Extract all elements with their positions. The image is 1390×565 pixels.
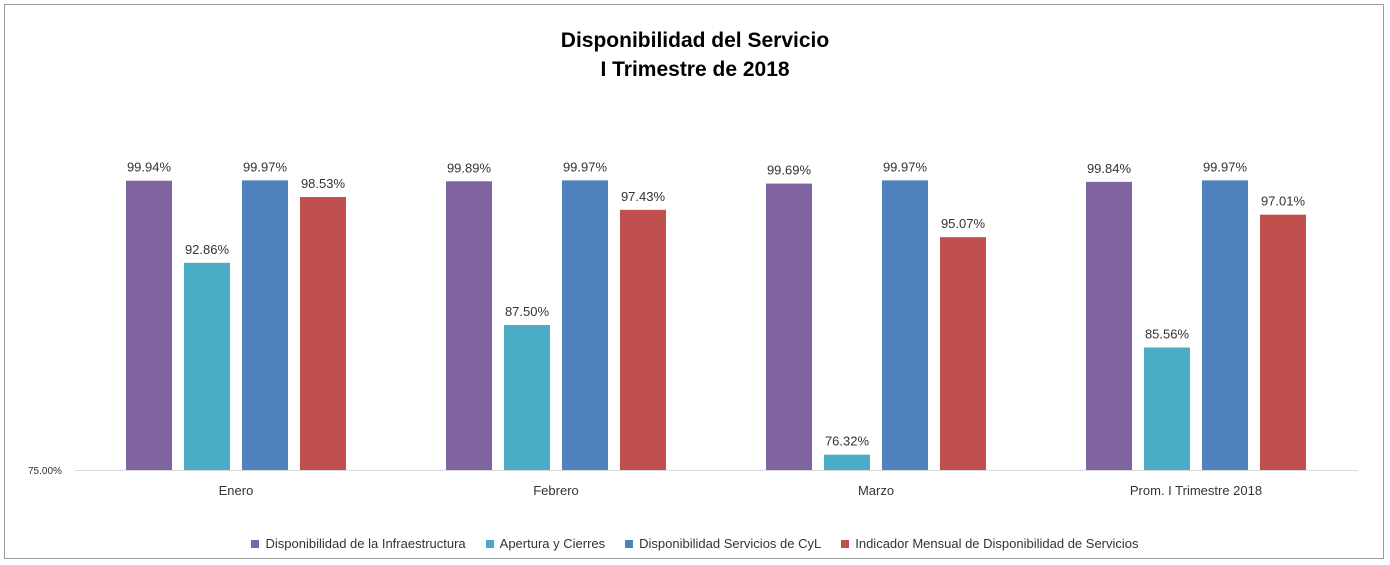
data-label: 99.97% (243, 159, 288, 174)
legend-label: Disponibilidad de la Infraestructura (265, 536, 466, 551)
legend-label: Apertura y Cierres (499, 536, 606, 551)
data-label: 99.84% (1087, 161, 1132, 176)
data-label: 99.94% (127, 160, 172, 175)
bar (504, 325, 550, 470)
chart-subtitle: I Trimestre de 2018 (600, 58, 790, 81)
legend-swatch (841, 539, 850, 548)
bar (882, 180, 928, 470)
legend-label: Indicador Mensual de Disponibilidad de S… (855, 536, 1139, 551)
legend-item: Indicador Mensual de Disponibilidad de S… (841, 536, 1139, 551)
category-label: Febrero (533, 483, 579, 498)
legend-item: Disponibilidad de la Infraestructura (251, 536, 466, 551)
category-label: Marzo (858, 483, 894, 498)
bar (766, 183, 812, 470)
data-label: 98.53% (301, 176, 346, 191)
data-label: 97.01% (1261, 194, 1306, 209)
data-label: 97.43% (621, 189, 666, 204)
bar (562, 180, 608, 470)
legend-item: Disponibilidad Servicios de CyL (625, 536, 821, 551)
chart-title: Disponibilidad del Servicio (560, 29, 830, 52)
category-label: Prom. I Trimestre 2018 (1130, 483, 1262, 498)
legend: Disponibilidad de la Infraestructura Aper… (0, 536, 1390, 551)
legend-label: Disponibilidad Servicios de CyL (639, 536, 822, 551)
bar (446, 181, 492, 470)
data-label: 87.50% (505, 304, 550, 319)
data-label: 95.07% (941, 216, 986, 231)
bar (620, 209, 666, 470)
bar (824, 454, 870, 470)
data-label: 85.56% (1145, 327, 1190, 342)
bar (242, 180, 288, 470)
data-label: 99.97% (563, 159, 608, 174)
legend-swatch (485, 539, 494, 548)
bar (300, 197, 346, 470)
legend-swatch (625, 539, 634, 548)
bar (1260, 214, 1306, 470)
legend-swatch (251, 539, 260, 548)
data-label: 99.97% (1203, 159, 1248, 174)
bar (1086, 181, 1132, 470)
bar (1202, 180, 1248, 470)
data-label: 92.86% (185, 242, 230, 257)
legend-item: Apertura y Cierres (485, 536, 606, 551)
bar (1144, 347, 1190, 470)
category-label: Enero (219, 483, 254, 498)
data-label: 76.32% (825, 434, 870, 449)
bar (184, 262, 230, 470)
data-label: 99.89% (447, 160, 492, 175)
bar (940, 237, 986, 470)
data-label: 99.97% (883, 159, 928, 174)
y-tick-label: 75.00% (28, 466, 62, 477)
bar (126, 180, 172, 471)
data-label: 99.69% (767, 163, 812, 178)
